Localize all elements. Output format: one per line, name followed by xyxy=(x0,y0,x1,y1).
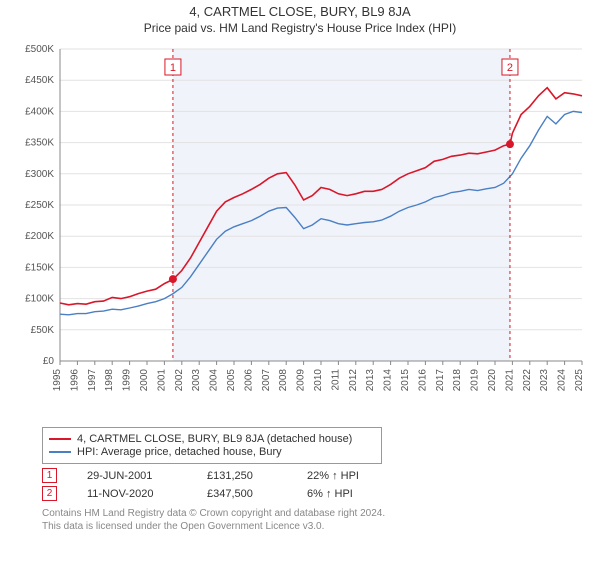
sale-price: £347,500 xyxy=(207,488,277,500)
svg-text:2024: 2024 xyxy=(557,369,568,392)
svg-text:1: 1 xyxy=(170,62,176,74)
svg-text:1999: 1999 xyxy=(122,369,133,392)
svg-text:2007: 2007 xyxy=(261,369,272,392)
legend-label: HPI: Average price, detached house, Bury xyxy=(77,446,282,458)
svg-text:£50K: £50K xyxy=(31,325,55,336)
svg-text:2016: 2016 xyxy=(417,369,428,392)
svg-text:2: 2 xyxy=(507,62,513,74)
sales-table: 1 29-JUN-2001 £131,250 22% ↑ HPI 2 11-NOV-202… xyxy=(42,468,590,501)
svg-text:2002: 2002 xyxy=(174,369,185,392)
sale-price: £131,250 xyxy=(207,470,277,482)
svg-text:2008: 2008 xyxy=(278,369,289,392)
svg-text:2018: 2018 xyxy=(452,369,463,392)
sale-diff: 22% ↑ HPI xyxy=(307,470,387,482)
svg-text:£300K: £300K xyxy=(25,169,54,180)
sale-diff: 6% ↑ HPI xyxy=(307,488,387,500)
legend-item: 4, CARTMEL CLOSE, BURY, BL9 8JA (detache… xyxy=(49,433,375,445)
svg-text:2009: 2009 xyxy=(296,369,307,392)
svg-text:£250K: £250K xyxy=(25,200,54,211)
svg-text:2020: 2020 xyxy=(487,369,498,392)
page-title: 4, CARTMEL CLOSE, BURY, BL9 8JA xyxy=(0,4,600,19)
svg-text:2017: 2017 xyxy=(435,369,446,392)
svg-text:£150K: £150K xyxy=(25,262,54,273)
sale-date: 11-NOV-2020 xyxy=(87,488,177,500)
sale-marker-icon: 1 xyxy=(42,468,57,483)
footer-line: Contains HM Land Registry data © Crown c… xyxy=(42,507,590,520)
svg-text:£200K: £200K xyxy=(25,231,54,242)
svg-text:2011: 2011 xyxy=(330,369,341,391)
sale-row: 2 11-NOV-2020 £347,500 6% ↑ HPI xyxy=(42,486,590,501)
svg-text:1997: 1997 xyxy=(87,369,98,392)
svg-text:1998: 1998 xyxy=(104,369,115,392)
svg-text:2000: 2000 xyxy=(139,369,150,392)
sale-row: 1 29-JUN-2001 £131,250 22% ↑ HPI xyxy=(42,468,590,483)
svg-text:2025: 2025 xyxy=(574,369,585,392)
svg-text:1996: 1996 xyxy=(69,369,80,392)
svg-text:2001: 2001 xyxy=(156,369,167,392)
legend-label: 4, CARTMEL CLOSE, BURY, BL9 8JA (detache… xyxy=(77,433,352,445)
sale-date: 29-JUN-2001 xyxy=(87,470,177,482)
svg-text:2004: 2004 xyxy=(209,369,220,392)
legend: 4, CARTMEL CLOSE, BURY, BL9 8JA (detache… xyxy=(42,427,382,464)
svg-text:£450K: £450K xyxy=(25,75,54,86)
svg-text:£350K: £350K xyxy=(25,138,54,149)
svg-text:£100K: £100K xyxy=(25,294,54,305)
svg-text:2019: 2019 xyxy=(470,369,481,392)
svg-text:£400K: £400K xyxy=(25,106,54,117)
svg-text:2012: 2012 xyxy=(348,369,359,392)
svg-text:2006: 2006 xyxy=(243,369,254,392)
svg-text:2003: 2003 xyxy=(191,369,202,392)
svg-text:2023: 2023 xyxy=(539,369,550,392)
svg-text:2010: 2010 xyxy=(313,369,324,392)
svg-text:2014: 2014 xyxy=(383,369,394,392)
line-chart: £0 £50K £100K £150K £200K £250K £300K £350K £400… xyxy=(10,41,590,421)
svg-text:2022: 2022 xyxy=(522,369,533,392)
svg-text:2005: 2005 xyxy=(226,369,237,392)
legend-swatch xyxy=(49,438,71,440)
svg-text:1995: 1995 xyxy=(52,369,63,392)
sale-marker-icon: 2 xyxy=(42,486,57,501)
legend-item: HPI: Average price, detached house, Bury xyxy=(49,446,375,458)
svg-text:2013: 2013 xyxy=(365,369,376,392)
chart-container: £0 £50K £100K £150K £200K £250K £300K £350K £400… xyxy=(10,41,590,421)
svg-text:2015: 2015 xyxy=(400,369,411,392)
svg-text:£0: £0 xyxy=(43,356,55,367)
page-subtitle: Price paid vs. HM Land Registry's House … xyxy=(0,21,600,35)
legend-swatch xyxy=(49,451,71,453)
footer-line: This data is licensed under the Open Gov… xyxy=(42,520,590,533)
svg-text:£500K: £500K xyxy=(25,44,54,55)
svg-text:2021: 2021 xyxy=(504,369,515,392)
attribution-footer: Contains HM Land Registry data © Crown c… xyxy=(42,507,590,533)
